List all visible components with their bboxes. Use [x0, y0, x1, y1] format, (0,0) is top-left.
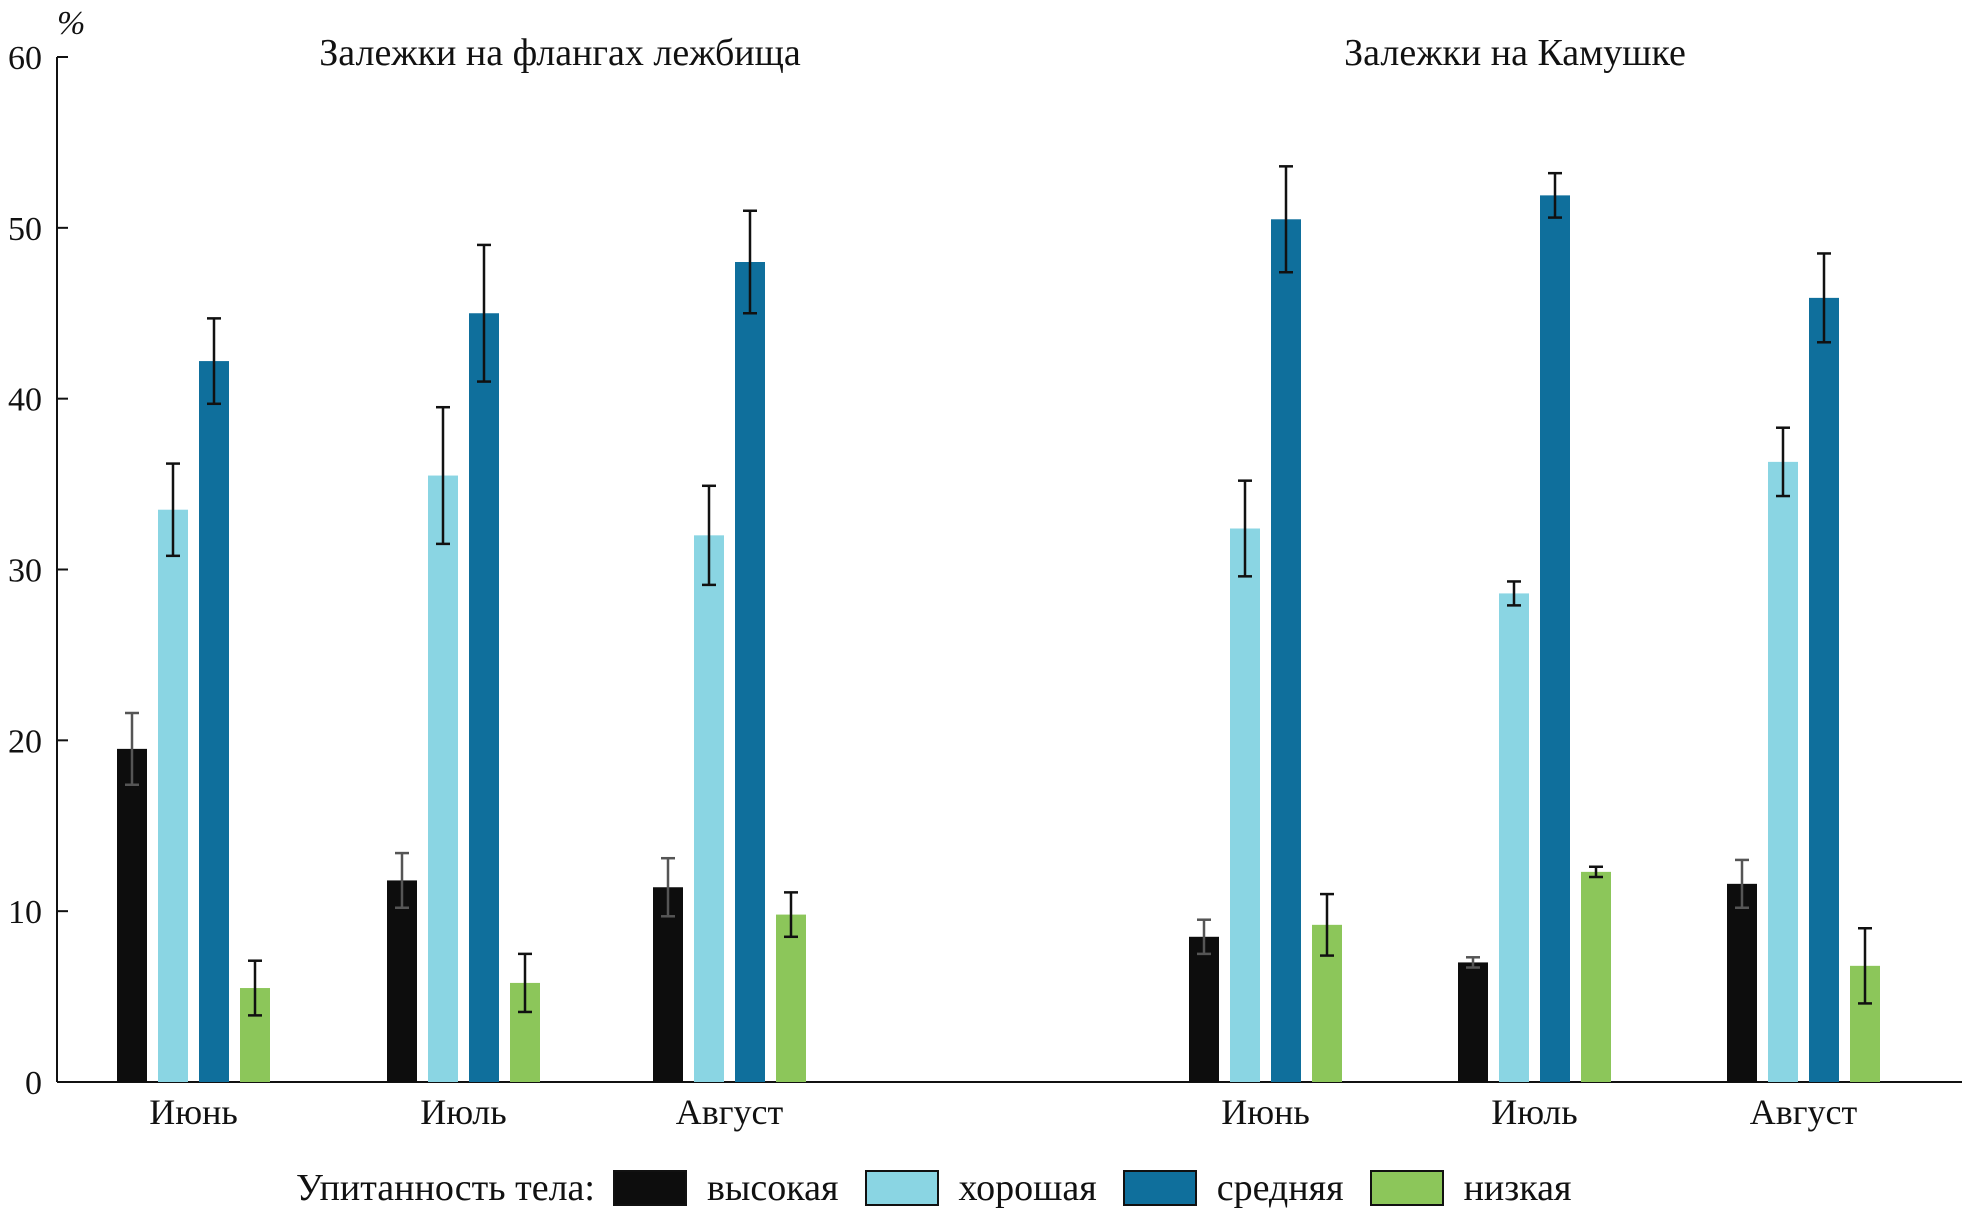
panel-title-flanks: Залежки на флангах лежбища [319, 32, 801, 74]
legend-swatch-low [1369, 1170, 1444, 1206]
legend-swatch-medium [1122, 1170, 1197, 1206]
bar-medium [199, 361, 229, 1082]
bar-high [117, 748, 147, 1082]
legend-label-good: хорошая [958, 1167, 1097, 1209]
x-category-label: Июль [420, 1092, 506, 1132]
bar-good [1230, 528, 1260, 1082]
x-category-label: Июль [1491, 1092, 1577, 1132]
bar-good [428, 475, 458, 1083]
x-category-label: Июнь [149, 1092, 238, 1132]
y-tick-label: 40 [8, 382, 42, 419]
bar-medium [1809, 297, 1839, 1082]
legend-item-medium: средняя [1122, 1166, 1344, 1210]
legend-item-good: хорошая [864, 1166, 1097, 1210]
bar-low [776, 914, 806, 1082]
y-tick-label: 0 [25, 1065, 42, 1102]
legend-label-medium: средняя [1216, 1167, 1344, 1209]
bar-medium [735, 262, 765, 1082]
bar-high [387, 880, 417, 1082]
y-tick-label: 30 [8, 553, 42, 590]
bar-low [1581, 871, 1611, 1082]
x-category-label: Июнь [1221, 1092, 1310, 1132]
legend-swatch-good [864, 1170, 939, 1206]
bar-high [1189, 936, 1219, 1082]
legend-item-low: низкая [1369, 1166, 1572, 1210]
legend-label-low: низкая [1463, 1167, 1572, 1209]
legend: Упитанность тела: высокая хорошая средня… [296, 1160, 1597, 1216]
legend-label-high: высокая [706, 1167, 839, 1209]
bar-high [653, 887, 683, 1082]
y-tick-label: 10 [8, 894, 42, 931]
y-unit-label: % [57, 5, 85, 42]
bar-good [1768, 461, 1798, 1082]
legend-title: Упитанность тела: [296, 1167, 595, 1209]
bar-medium [469, 313, 499, 1082]
bar-high [1727, 883, 1757, 1082]
panel-title-kamushka: Залежки на Камушке [1344, 32, 1686, 74]
legend-swatch-high [612, 1170, 687, 1206]
y-tick-label: 50 [8, 211, 42, 248]
bar-good [694, 535, 724, 1082]
bar-good [158, 509, 188, 1082]
bar-chart: % Залежки на флангах лежбища Залежки на … [8, 5, 1962, 1132]
bar-good [1499, 593, 1529, 1082]
y-tick-label: 20 [8, 723, 42, 760]
bar-medium [1271, 219, 1301, 1082]
y-tick-label: 60 [8, 40, 42, 77]
legend-item-high: высокая [612, 1166, 839, 1210]
x-category-label: Август [676, 1092, 784, 1132]
x-category-label: Август [1750, 1092, 1858, 1132]
bar-high [1458, 962, 1488, 1082]
bar-medium [1540, 195, 1570, 1082]
